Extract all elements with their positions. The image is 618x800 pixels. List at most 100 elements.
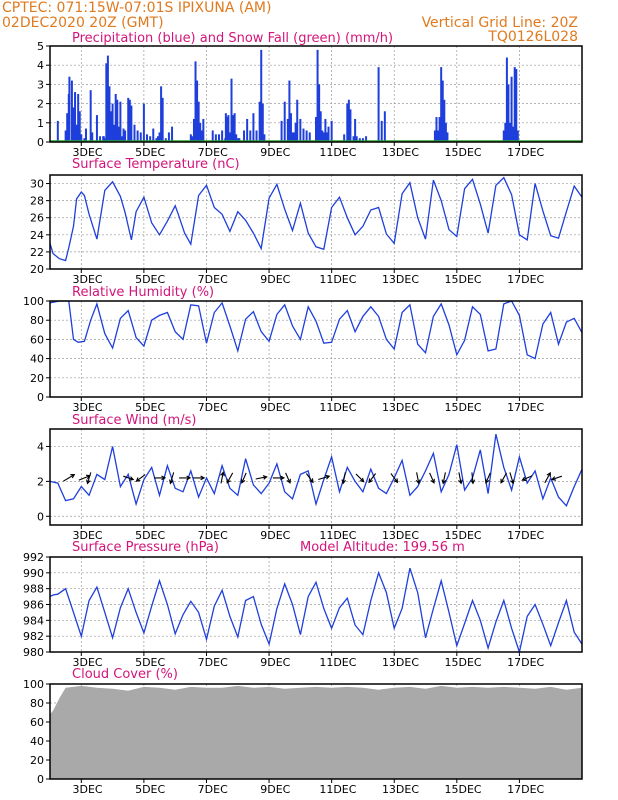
cloud-ytick-label: 40 <box>30 735 44 748</box>
precip-bar <box>113 124 116 142</box>
precip-bar <box>299 118 302 142</box>
wind-direction-arrow <box>470 472 476 485</box>
precip-bar <box>160 86 163 142</box>
precip-bar <box>194 61 197 142</box>
wind-direction-arrow <box>255 475 268 480</box>
precip-bar <box>80 134 83 142</box>
precip-bar <box>108 86 111 142</box>
precip-bar <box>305 130 308 142</box>
precip-bar <box>158 132 161 142</box>
cloud-xtick-label: 17DEC <box>507 783 544 796</box>
wind-xtick-label: 3DEC <box>72 529 102 542</box>
wind-ytick-label: 4 <box>37 440 44 453</box>
humidity-xtick-label: 9DEC <box>260 401 290 414</box>
pressure-xtick-label: 11DEC <box>319 656 356 669</box>
precip-bar <box>202 118 205 142</box>
wind-title: Surface Wind (m/s) <box>72 413 196 428</box>
pressure-xtick-label: 3DEC <box>72 656 102 669</box>
wind-direction-arrow <box>458 472 463 485</box>
precip-bar <box>243 130 246 142</box>
precip-bar <box>252 113 255 142</box>
precip-bar <box>280 120 283 142</box>
precip-ytick-label: 3 <box>37 78 44 91</box>
humidity-xtick-label: 3DEC <box>72 401 102 414</box>
temperature-frame <box>49 174 583 270</box>
cloud-ytick-label: 60 <box>30 716 44 729</box>
precip-bar <box>155 138 158 142</box>
wind-direction-arrow <box>135 474 146 482</box>
precip-bar <box>515 69 518 142</box>
precip-bar <box>512 126 515 142</box>
temperature-xtick-label: 15DEC <box>445 273 482 286</box>
precip-bar <box>446 132 449 142</box>
precip-bar <box>246 118 249 142</box>
precip-bar <box>235 134 238 142</box>
pressure-ytick-label: 982 <box>23 630 44 643</box>
pressure-ytick-label: 990 <box>23 567 44 580</box>
wind-xtick-label: 7DEC <box>198 529 228 542</box>
temperature-title: Surface Temperature (nC) <box>72 157 240 172</box>
wind-direction-arrow <box>169 472 175 485</box>
humidity-ytick-label: 80 <box>30 314 44 327</box>
precip-bar <box>91 132 94 142</box>
precip-bar <box>139 132 142 142</box>
precip-bar <box>286 118 289 142</box>
precip-bar <box>74 92 77 142</box>
precip-bar <box>103 138 106 142</box>
pressure-xtick-label: 9DEC <box>260 656 290 669</box>
cloud-cover-area <box>50 685 582 779</box>
wind-direction-arrow <box>305 473 314 484</box>
cloud-ytick-label: 100 <box>23 678 44 691</box>
temperature-xtick-label: 3DEC <box>72 273 102 286</box>
temperature-xtick-label: 5DEC <box>135 273 165 286</box>
pressure-ytick-label: 980 <box>23 646 44 659</box>
pressure-ytick-label: 984 <box>23 614 44 627</box>
precip-bar <box>136 130 139 142</box>
cloud-xtick-label: 3DEC <box>72 783 102 796</box>
cloud-xtick-label: 11DEC <box>319 783 356 796</box>
precip-bar <box>440 67 443 142</box>
precip-bar <box>196 80 199 142</box>
precip-bar <box>504 122 507 142</box>
cloud-xtick-label: 7DEC <box>198 783 228 796</box>
precip-bar <box>330 120 333 142</box>
temperature-ytick-label: 26 <box>30 212 44 225</box>
precip-bar <box>149 136 152 142</box>
cloud-ytick-label: 20 <box>30 754 44 767</box>
temperature-xtick-label: 13DEC <box>382 273 419 286</box>
wind-ytick-label: 2 <box>37 475 44 488</box>
precip-bar <box>505 57 508 142</box>
pressure-xtick-label: 15DEC <box>445 656 482 669</box>
precip-bar <box>167 132 170 142</box>
wind-direction-arrow <box>509 472 515 485</box>
precip-bar <box>509 122 512 142</box>
precip-bar <box>316 49 319 143</box>
precip-bar <box>261 103 264 142</box>
precip-bar <box>232 115 235 142</box>
precip-bar <box>217 134 220 142</box>
precip-xtick-label: 3DEC <box>72 146 102 159</box>
wind-xtick-label: 5DEC <box>135 529 165 542</box>
header-model-code: TQ0126L028 <box>487 29 578 45</box>
wind-direction-arrow <box>179 475 192 481</box>
precip-bar <box>327 126 330 142</box>
wind-ytick-label: 0 <box>37 510 44 523</box>
cloud-xtick-label: 13DEC <box>382 783 419 796</box>
pressure-xtick-label: 13DEC <box>382 656 419 669</box>
wind-direction-arrow <box>318 474 331 481</box>
precip-xtick-label: 13DEC <box>382 146 419 159</box>
wind-xtick-label: 17DEC <box>507 529 544 542</box>
precip-bar <box>99 136 102 142</box>
precip-bar <box>293 132 296 142</box>
precip-bar <box>346 103 349 142</box>
precip-bar <box>324 118 327 142</box>
precip-title: Precipitation (blue) and Snow Fall (gree… <box>72 31 393 46</box>
precip-bar <box>75 124 78 142</box>
precip-bar <box>380 120 383 142</box>
precip-bar <box>130 105 133 142</box>
precip-bar <box>365 136 368 142</box>
wind-direction-arrow <box>521 475 533 481</box>
precip-bar <box>83 138 86 142</box>
precip-bar <box>228 132 231 142</box>
